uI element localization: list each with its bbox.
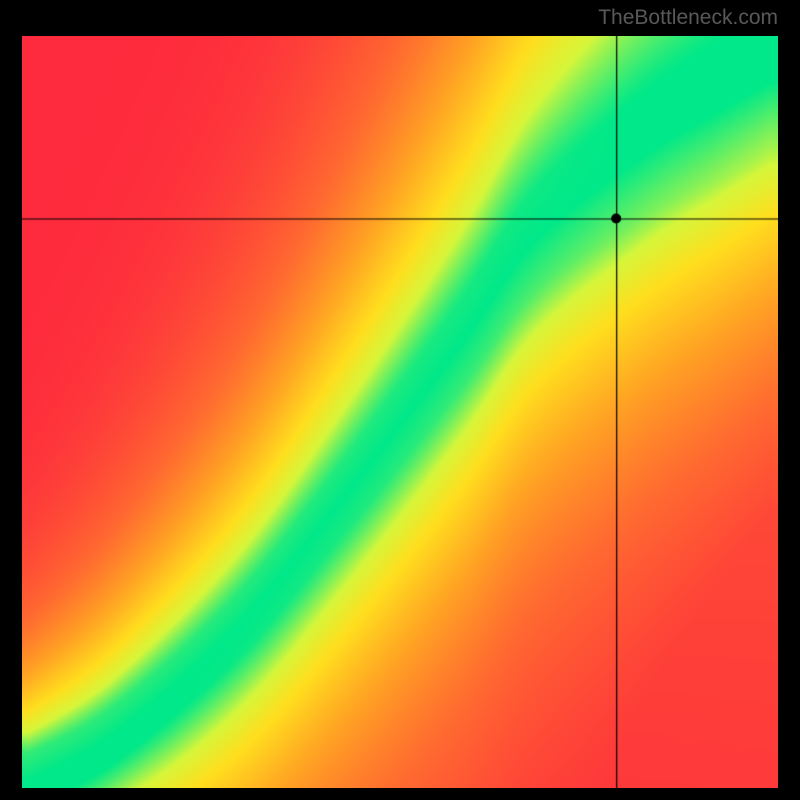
- attribution-label: TheBottleneck.com: [598, 6, 778, 30]
- chart-container: { "attribution": "TheBottleneck.com", "c…: [0, 0, 800, 800]
- bottleneck-heatmap: [22, 36, 778, 788]
